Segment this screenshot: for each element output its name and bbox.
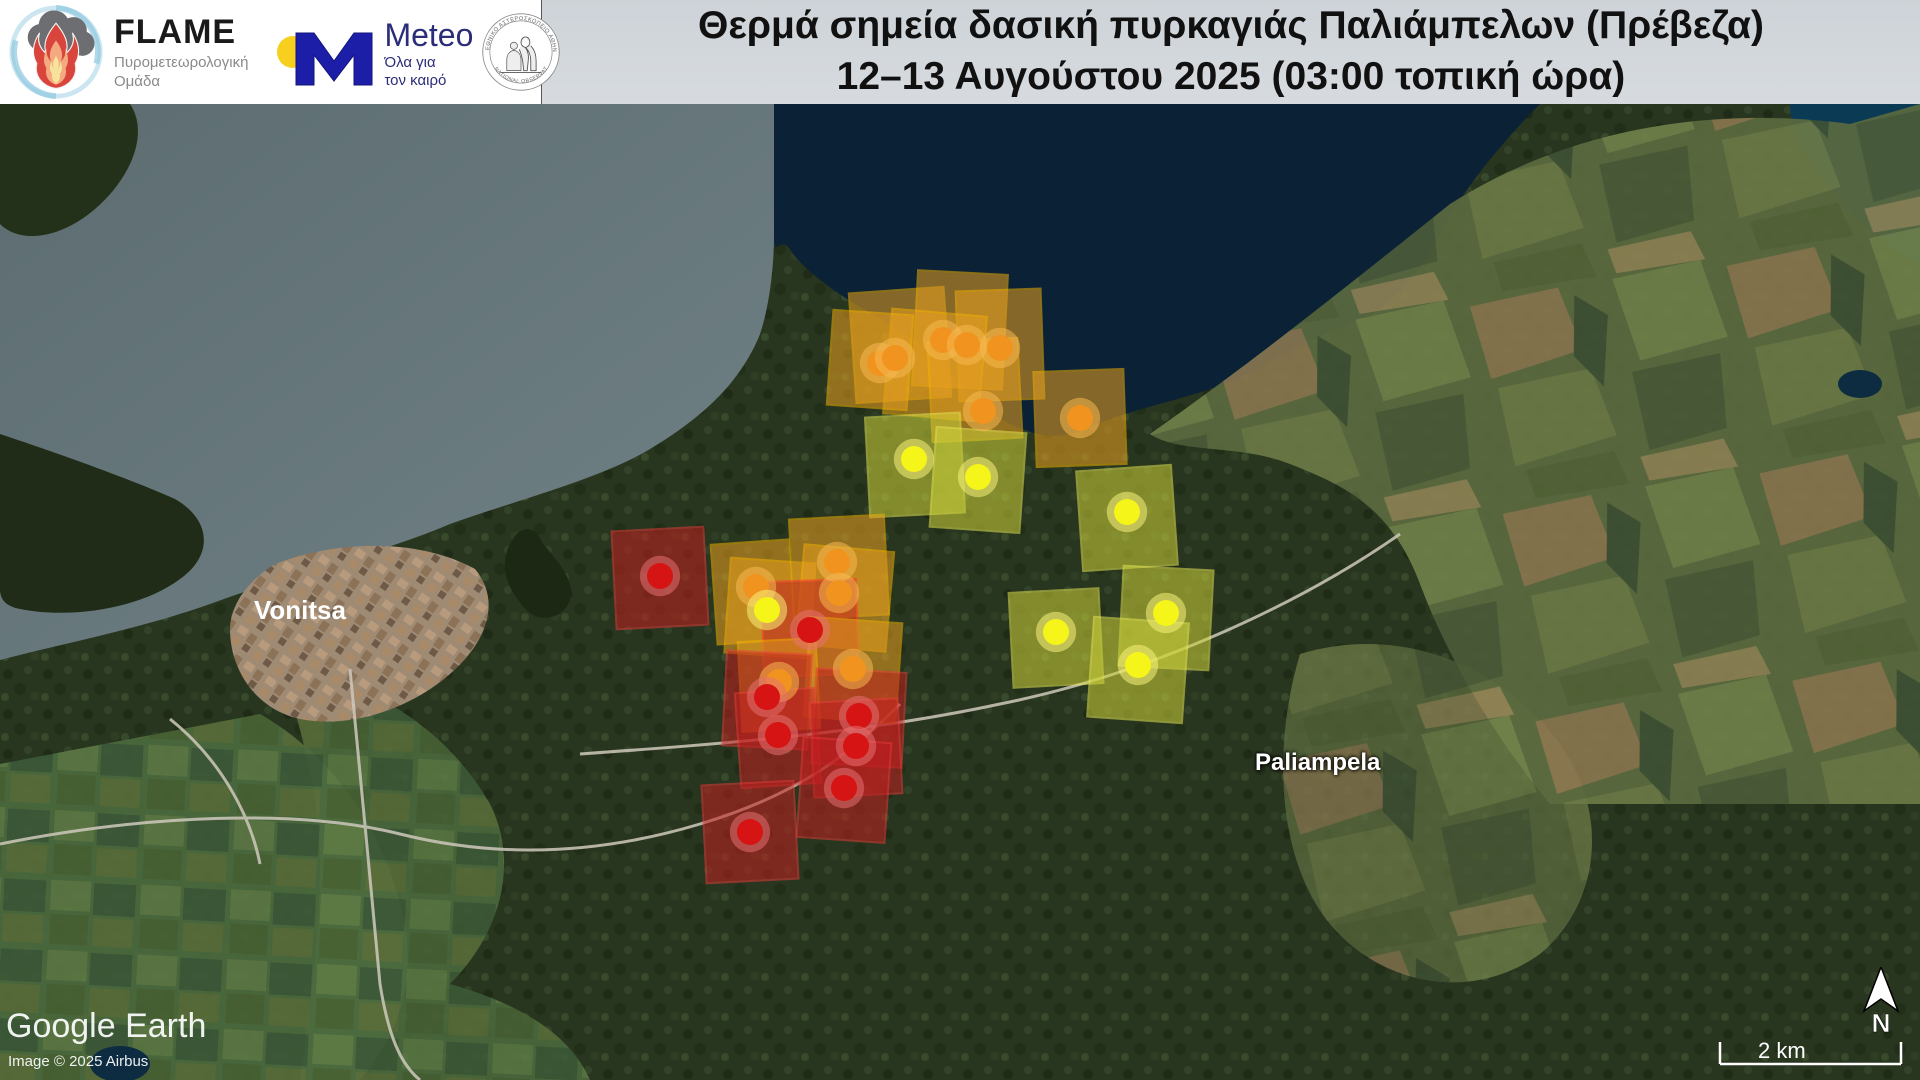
svg-text:2 km: 2 km xyxy=(1758,1042,1806,1063)
svg-text:N: N xyxy=(1872,1008,1891,1035)
svg-text:Vonitsa: Vonitsa xyxy=(254,595,347,625)
